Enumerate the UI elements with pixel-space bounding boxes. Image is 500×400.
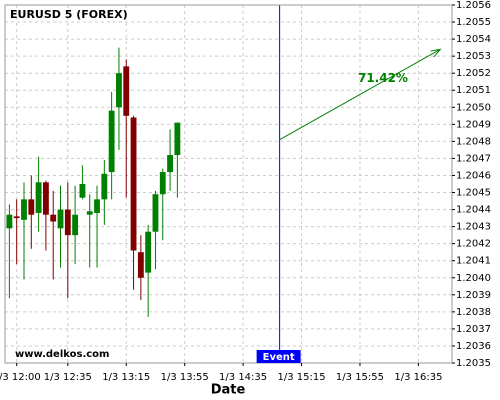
- y-tick-label: 1.2040: [456, 273, 491, 284]
- y-tick-label: 1.2054: [456, 34, 491, 45]
- y-tick-label: 1.2050: [456, 102, 491, 113]
- y-tick-label: 1.2039: [456, 290, 491, 301]
- candle-body: [21, 199, 27, 220]
- y-tick-label: 1.2035: [456, 358, 491, 369]
- candle-body: [137, 252, 144, 278]
- chart-title: EURUSD 5 (FOREX): [10, 8, 128, 21]
- event-label-box: [256, 350, 301, 363]
- marks: [6, 5, 442, 363]
- candle-body: [13, 216, 20, 219]
- candle-body: [174, 122, 181, 156]
- candle-body: [35, 182, 42, 213]
- candle-body: [42, 182, 49, 215]
- watermark: www.delkos.com: [15, 349, 109, 360]
- candle-body: [28, 199, 35, 215]
- candle-body: [108, 110, 115, 173]
- candle-body: [72, 214, 79, 236]
- y-tick-label: 1.2053: [456, 51, 491, 62]
- y-tick-label: 1.2055: [456, 17, 491, 28]
- candle-body: [145, 231, 152, 273]
- y-tick-label: 1.2048: [456, 136, 491, 147]
- x-tick-label: 1/3 12:00: [0, 372, 41, 383]
- candle-body: [116, 73, 122, 108]
- y-tick-label: 1.2045: [456, 188, 491, 199]
- y-tick-label: 1.2038: [456, 307, 491, 318]
- event-label: Event: [263, 352, 295, 363]
- y-tick-label: 1.2046: [456, 170, 491, 181]
- candle-body: [6, 214, 13, 229]
- plot-frame: [4, 4, 453, 364]
- candle-body: [57, 209, 64, 229]
- y-tick-label: 1.2037: [456, 324, 491, 335]
- y-tick-label: 1.2042: [456, 239, 491, 250]
- x-tick-label: 1/3 13:55: [161, 372, 209, 383]
- x-tick-label: 1/3 13:15: [102, 372, 150, 383]
- arrow-label: 71.42%: [358, 71, 408, 85]
- candle-body: [50, 214, 57, 222]
- candle-body: [79, 184, 86, 198]
- prediction-arrow: [279, 48, 441, 141]
- candle-body: [86, 211, 93, 215]
- arrow-head: [430, 48, 442, 58]
- y-tick-label: 1.2036: [456, 341, 491, 352]
- y-tick-label: 1.2056: [456, 0, 491, 11]
- x-tick-label: 1/3 15:15: [277, 372, 325, 383]
- y-tick-label: 1.2047: [456, 153, 491, 164]
- candle-body: [130, 117, 137, 251]
- y-tick-label: 1.2041: [456, 256, 491, 267]
- candle-body: [101, 173, 108, 200]
- candle-body: [123, 66, 130, 116]
- candle-body: [167, 155, 173, 173]
- x-tick-label: 1/3 14:35: [219, 372, 267, 383]
- candle-body: [159, 172, 166, 195]
- candle-body: [152, 194, 159, 232]
- candle-body: [94, 199, 100, 213]
- y-tick-label: 1.2044: [456, 205, 491, 216]
- x-tick-label: 1/3 12:35: [44, 372, 92, 383]
- x-tick-label: 1/3 15:55: [336, 372, 384, 383]
- x-tick-label: 1/3 16:35: [394, 372, 442, 383]
- candle-body: [64, 209, 71, 236]
- y-tick-label: 1.2049: [456, 119, 491, 130]
- y-tick-label: 1.2051: [456, 85, 491, 96]
- x-axis-title: Date: [211, 383, 246, 398]
- y-tick-label: 1.2052: [456, 68, 491, 79]
- y-tick-label: 1.2043: [456, 222, 491, 233]
